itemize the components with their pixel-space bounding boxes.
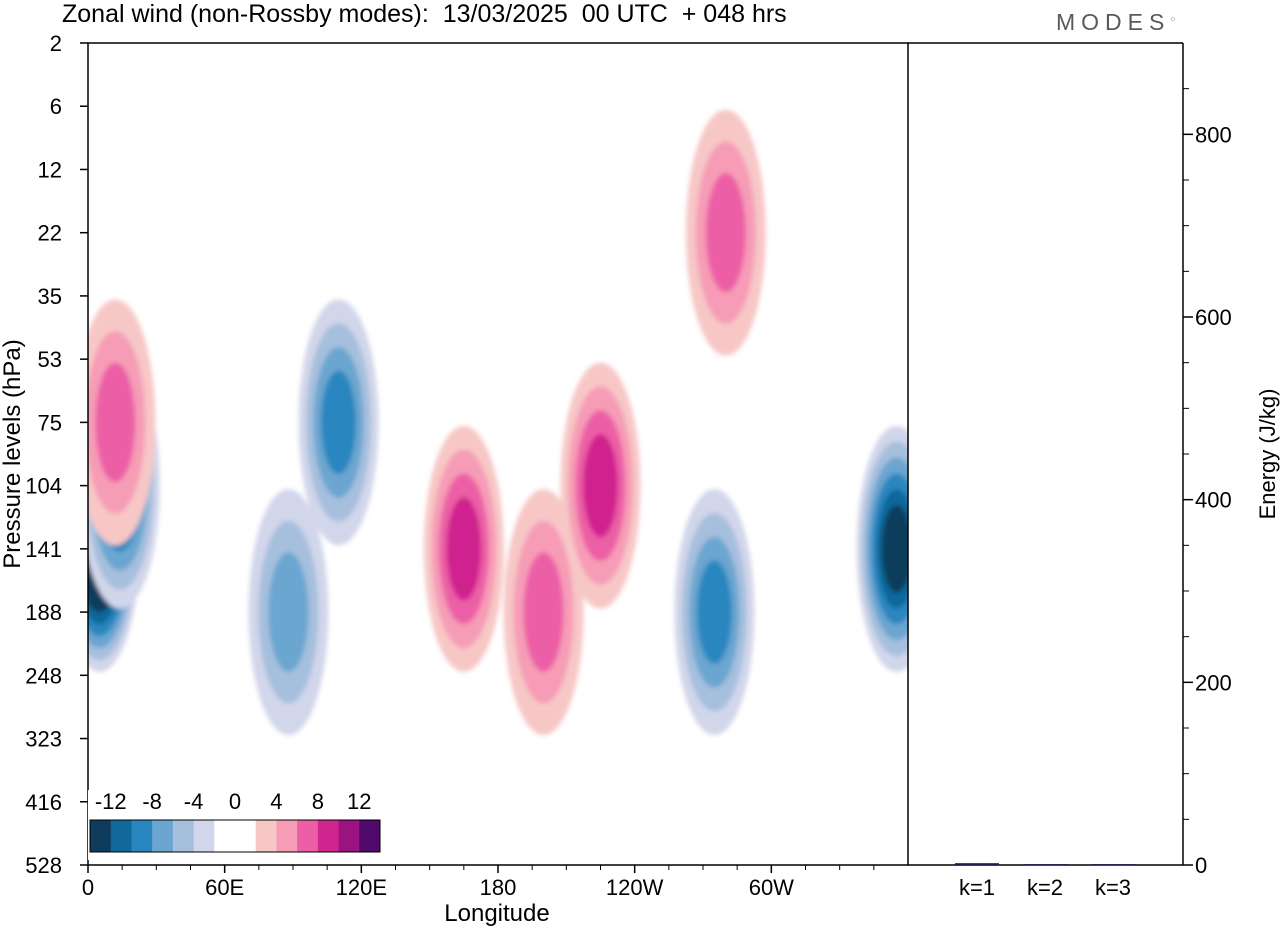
energy-bar-label: k=1 — [959, 875, 995, 900]
pressure-tick-label: 104 — [25, 474, 62, 499]
pressure-tick-label: 416 — [25, 790, 62, 815]
energy-tick-label: 200 — [1195, 670, 1232, 695]
energy-bars: k=1 k=2 k=3 — [955, 863, 1135, 900]
colorbar-swatch — [172, 820, 195, 852]
colorbar-labels: -12 -8 -4 0 4 8 12 — [95, 789, 372, 814]
logo-text: MODES — [1056, 9, 1171, 35]
colorbar-swatch — [276, 820, 298, 852]
colorbar-swatch — [317, 820, 340, 852]
pressure-tick-label: 188 — [25, 600, 62, 625]
x-axis-label: Longitude — [444, 900, 549, 927]
contour-region — [705, 173, 746, 293]
longitude-tick-label: 60E — [205, 875, 244, 900]
colorbar-frame — [89, 819, 381, 853]
modes-logo: MODES○ — [1056, 9, 1175, 36]
colorbar-swatch — [359, 820, 381, 852]
longitude-tick-label: 60W — [749, 875, 794, 900]
longitude-tick-label: 120W — [606, 875, 664, 900]
logo-mark: ○ — [1170, 14, 1176, 24]
longitude-tick-label: 0 — [82, 875, 94, 900]
colorbar-swatch — [90, 820, 112, 852]
contour-region — [881, 505, 908, 593]
energy-bar — [1091, 864, 1135, 866]
colorbar-label: -4 — [184, 789, 204, 814]
energy-tick-label: 0 — [1195, 853, 1207, 878]
colorbar-swatch — [131, 820, 153, 852]
colorbar-label: -8 — [142, 789, 162, 814]
colorbar-label: -12 — [95, 789, 127, 814]
colorbar-swatch — [297, 820, 319, 852]
pressure-tick-label: 6 — [50, 94, 62, 119]
y-axis-label: Pressure levels (hPa) — [0, 339, 26, 568]
energy-bar-label: k=3 — [1095, 875, 1131, 900]
contour-region — [95, 362, 136, 483]
pressure-tick-label: 141 — [25, 537, 62, 562]
colorbar-label: 8 — [312, 789, 324, 814]
pressure-tick-label: 528 — [25, 853, 62, 878]
heatmap-field — [88, 109, 908, 736]
colorbar-swatches — [90, 820, 381, 852]
contour-region — [583, 433, 618, 538]
energy-bar — [955, 863, 999, 865]
colorbar: -12 -8 -4 0 4 8 12 — [88, 789, 388, 860]
pressure-tick-label: 22 — [38, 221, 62, 246]
energy-tick-label: 600 — [1195, 305, 1232, 330]
colorbar-swatch — [338, 820, 360, 852]
colorbar-swatch — [235, 820, 257, 852]
energy-bar-label: k=2 — [1027, 875, 1063, 900]
pressure-tick-label: 323 — [25, 727, 62, 752]
longitude-tick-label: 120E — [336, 875, 387, 900]
longitude-tick-label: 180 — [480, 875, 517, 900]
colorbar-label: 12 — [347, 789, 371, 814]
pressure-tick-label: 53 — [38, 347, 62, 372]
pressure-tick-label: 2 — [50, 31, 62, 56]
colorbar-label: 0 — [229, 789, 241, 814]
energy-tick-label: 400 — [1195, 488, 1232, 513]
pressure-tick-label: 75 — [38, 410, 62, 435]
contour-region — [446, 497, 482, 601]
chart-title: Zonal wind (non-Rossby modes): 13/03/202… — [62, 0, 787, 28]
contour-region — [696, 560, 732, 664]
pressure-tick-label: 248 — [25, 663, 62, 688]
energy-axis-label: Energy (J/kg) — [1255, 389, 1280, 520]
colorbar-label: 4 — [270, 789, 282, 814]
pressure-tick-label: 35 — [38, 284, 62, 309]
colorbar-swatch — [152, 820, 174, 852]
contour-region — [321, 370, 357, 475]
contour-region — [268, 552, 309, 672]
colorbar-swatch — [214, 820, 236, 852]
longitude-axis: 0 60E 120E 180 120W 60W — [82, 865, 875, 900]
contour-layer — [88, 109, 908, 736]
heatmap-frame — [87, 42, 909, 866]
energy-bar — [1023, 864, 1067, 866]
colorbar-swatch — [255, 820, 277, 852]
pressure-axis: 2 6 12 22 35 53 75 104 141 188 248 323 416 528 — [25, 31, 88, 878]
energy-axis: 0 200 400 600 800 — [1183, 88, 1232, 878]
contour-region — [523, 552, 564, 672]
energy-tick-label: 800 — [1195, 122, 1232, 147]
colorbar-swatch — [110, 820, 132, 852]
pressure-tick-label: 12 — [38, 157, 62, 182]
colorbar-swatch — [193, 820, 215, 852]
